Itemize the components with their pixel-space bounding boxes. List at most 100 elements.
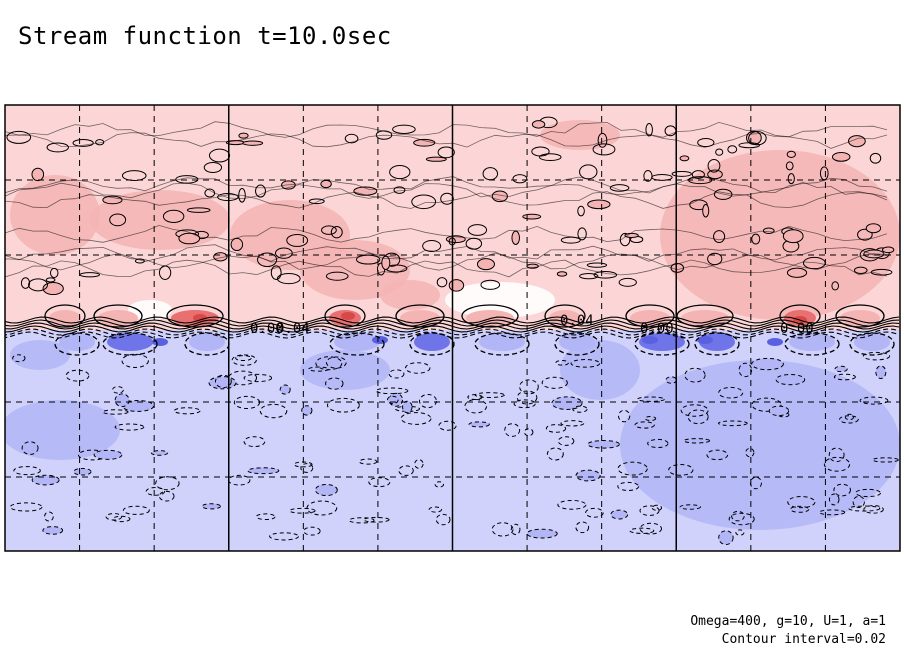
positive-contour xyxy=(691,170,705,180)
vortex-contour xyxy=(329,332,385,356)
positive-contour xyxy=(618,277,637,287)
positive-midtone-patch xyxy=(10,175,100,255)
vortex-contour xyxy=(779,304,821,328)
positive-midtone-patch xyxy=(380,280,440,310)
negative-contour xyxy=(545,424,567,433)
contour-label: 0.04 xyxy=(560,313,594,329)
negative-contour xyxy=(112,386,124,394)
negative-contour xyxy=(775,374,806,386)
negative-vortex xyxy=(189,333,225,351)
positive-contour xyxy=(853,266,868,274)
negative-contour xyxy=(201,503,222,510)
negative-vortex-core xyxy=(767,338,783,346)
negative-contour xyxy=(872,457,899,463)
negative-contour xyxy=(21,441,39,455)
positive-contour xyxy=(480,279,501,290)
negative-contour xyxy=(279,384,291,395)
negative-contour xyxy=(751,397,782,412)
positive-contour xyxy=(577,205,585,217)
vortex-contour xyxy=(324,304,366,328)
vortex-contour xyxy=(634,332,690,356)
negative-contour xyxy=(314,483,338,497)
negative-contour xyxy=(510,523,521,536)
negative-contour xyxy=(228,370,258,386)
plot-frame xyxy=(4,104,901,552)
negative-vortex xyxy=(414,333,450,351)
negative-contour xyxy=(65,369,90,382)
positive-contour xyxy=(707,158,721,173)
negative-contour xyxy=(839,415,859,424)
negative-contour xyxy=(9,502,43,512)
negative-contour xyxy=(639,505,660,516)
positive-contour xyxy=(308,198,325,205)
vortex-contour xyxy=(835,304,885,328)
negative-contour xyxy=(787,496,816,509)
negative-contour xyxy=(398,465,414,476)
positive-contour xyxy=(31,167,45,182)
negative-contour xyxy=(303,526,321,536)
positive-contour xyxy=(715,148,724,156)
positive-contour xyxy=(522,213,542,220)
negative-vortex-core xyxy=(372,336,388,344)
positive-contour xyxy=(476,258,495,271)
negative-contour xyxy=(93,449,123,460)
positive-contour-line xyxy=(5,121,888,138)
negative-contour xyxy=(150,450,169,456)
negative-contour xyxy=(516,390,538,405)
positive-vortex xyxy=(630,310,670,326)
parameters-note: Omega=400, g=10, U=1, a=1 xyxy=(690,614,886,629)
negative-contour xyxy=(679,504,701,510)
negative-contour xyxy=(315,356,343,371)
positive-contour xyxy=(6,130,32,144)
negative-contour xyxy=(42,526,64,535)
positive-contour xyxy=(425,156,447,162)
negative-contour xyxy=(402,400,413,414)
interface-contour xyxy=(5,322,900,330)
negative-contour xyxy=(862,351,891,361)
negative-midtone-patch xyxy=(10,340,70,370)
negative-contour xyxy=(105,513,123,521)
interface-contour xyxy=(5,328,900,336)
positive-contour xyxy=(46,142,69,153)
negative-contour xyxy=(325,356,347,369)
contour-label-layer: 0.000.04 0.04 0.00 0.00 xyxy=(250,313,814,337)
positive-contour xyxy=(748,131,767,146)
positive-contour xyxy=(539,153,562,162)
negative-contour xyxy=(546,447,564,461)
positive-contour xyxy=(276,273,301,285)
negative-contour xyxy=(414,459,424,469)
negative-contour xyxy=(551,396,583,410)
negative-contour xyxy=(102,409,129,415)
positive-contour xyxy=(270,265,282,280)
contour-label: 0.00 xyxy=(780,321,814,337)
negative-contour xyxy=(114,423,145,431)
negative-vortex xyxy=(559,333,595,351)
negative-contour xyxy=(731,510,745,522)
positive-contour xyxy=(392,124,416,134)
contour-label: 0.04 xyxy=(276,321,310,337)
vortex-contour xyxy=(694,332,740,356)
negative-contour xyxy=(504,423,521,437)
chart-title: Stream function t=10.0sec xyxy=(18,22,392,50)
positive-contour xyxy=(320,179,332,189)
positive-contour xyxy=(579,272,599,280)
positive-contour xyxy=(697,138,715,148)
negative-contour xyxy=(717,420,748,427)
negative-contour xyxy=(121,399,155,412)
positive-contour xyxy=(448,279,465,292)
positive-contour xyxy=(330,225,343,239)
negative-contour xyxy=(828,447,845,463)
positive-contour xyxy=(121,170,147,182)
negative-contour xyxy=(585,507,604,518)
positive-contour xyxy=(255,184,266,198)
negative-contour xyxy=(683,438,711,444)
positive-contour xyxy=(592,143,616,156)
negative-vortex xyxy=(59,333,95,351)
positive-contour xyxy=(609,184,630,192)
negative-midtone-patch xyxy=(560,340,640,400)
negative-contour xyxy=(235,355,252,362)
negative-contour xyxy=(768,405,790,417)
positive-contour xyxy=(422,240,442,252)
negative-contour xyxy=(158,490,175,502)
negative-contour xyxy=(214,374,232,389)
